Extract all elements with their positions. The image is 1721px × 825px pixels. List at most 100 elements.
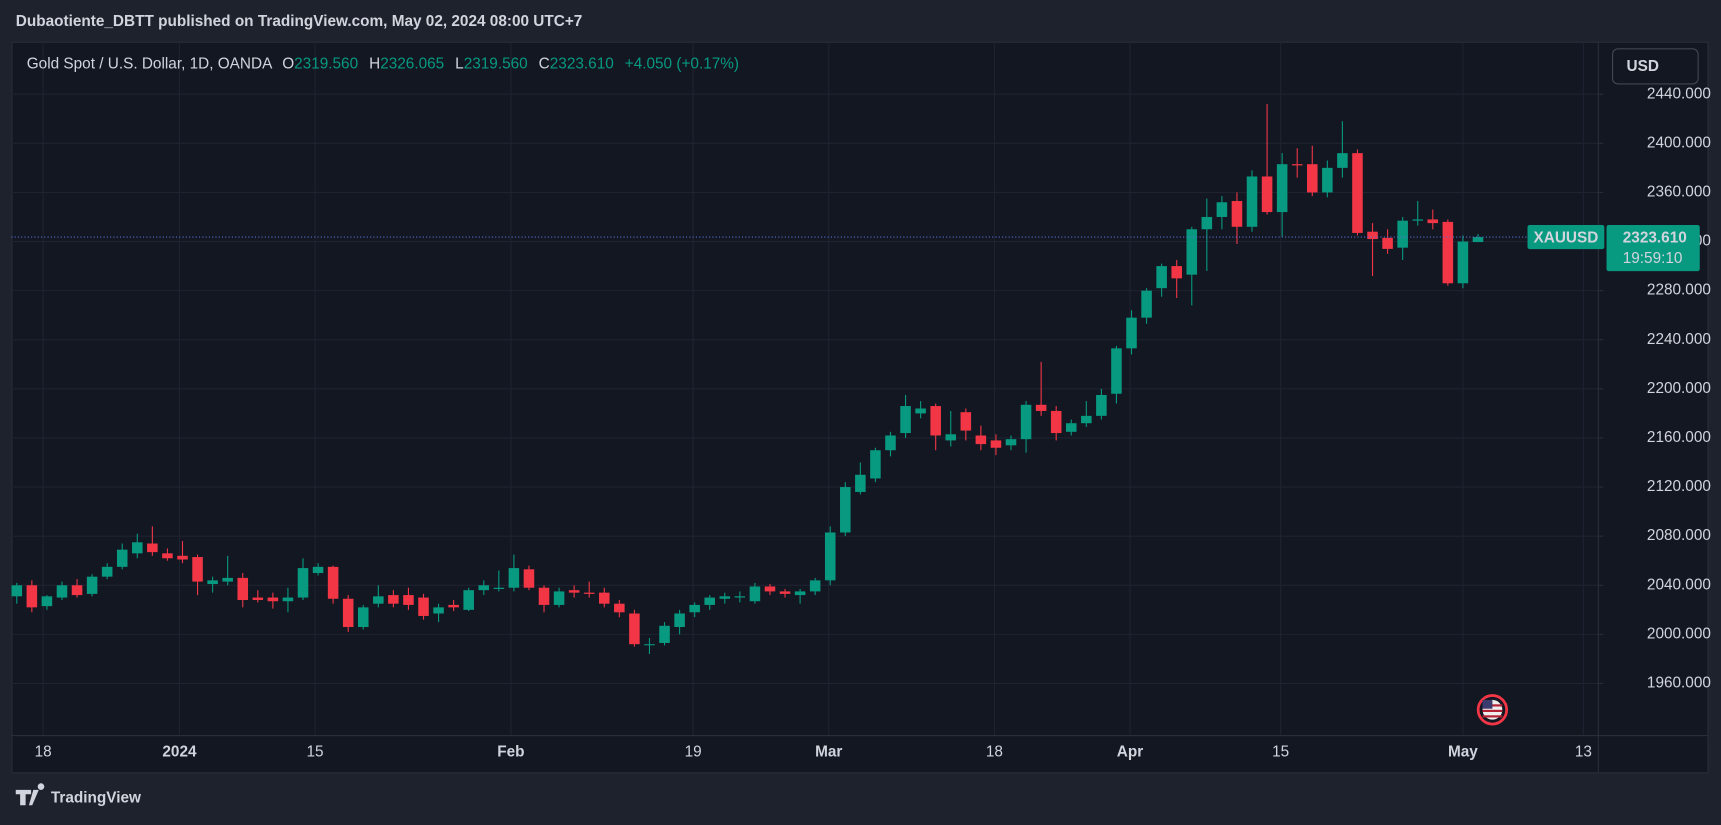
price-badge xyxy=(1606,225,1700,272)
candle-body xyxy=(252,597,264,601)
y-tick-label: 1960.000 xyxy=(1647,675,1711,692)
x-tick-label: Apr xyxy=(1117,744,1143,761)
brand[interactable]: TradingView xyxy=(51,790,141,807)
legend-item: Gold Spot / U.S. Dollar, 1D, OANDA xyxy=(27,56,273,73)
symbol-label: XAUUSD xyxy=(1534,229,1599,246)
candle-body xyxy=(614,603,625,613)
candle-body xyxy=(960,412,972,431)
y-tick-label: 2280.000 xyxy=(1647,282,1711,299)
candle-body xyxy=(885,435,896,451)
candle-body xyxy=(1412,219,1423,221)
legend-item: H xyxy=(369,56,380,73)
candle-body xyxy=(388,595,399,604)
candle-body xyxy=(990,440,1002,448)
candle-body xyxy=(870,450,881,479)
candle-body xyxy=(1035,404,1047,411)
candle-body xyxy=(71,585,83,596)
candles xyxy=(11,104,1484,655)
candle-body xyxy=(1050,410,1062,434)
x-tick-label: 18 xyxy=(986,744,1003,761)
candle-body xyxy=(101,566,113,577)
candle-body xyxy=(659,625,670,643)
candle-body xyxy=(177,555,188,560)
x-tick-label: 2024 xyxy=(162,744,197,761)
legend-item: 2326.065 xyxy=(380,56,444,73)
x-tick-label: 15 xyxy=(307,744,324,761)
legend-item: C xyxy=(539,56,550,73)
y-tick-label: 2440.000 xyxy=(1647,85,1711,102)
y-tick-label: 2360.000 xyxy=(1647,183,1711,200)
legend-item: +4.050 (+0.17%) xyxy=(625,56,739,73)
candle-body xyxy=(342,598,354,628)
candle-body xyxy=(1171,266,1182,279)
candle-body xyxy=(327,566,339,599)
candle-body xyxy=(538,587,550,605)
candle-body xyxy=(1216,202,1228,217)
legend-item: 2319.560 xyxy=(294,56,358,73)
candle-body xyxy=(1337,153,1348,168)
candle-body xyxy=(1352,153,1363,233)
symbol-badge xyxy=(1527,225,1605,250)
candle-body xyxy=(478,585,490,591)
price-label: 2323.610 xyxy=(1623,229,1687,246)
candle-body xyxy=(1231,201,1243,227)
candle-body xyxy=(1065,423,1077,432)
candle-body xyxy=(282,597,294,602)
candle-body xyxy=(312,566,324,573)
y-tick-label: 2200.000 xyxy=(1647,380,1711,397)
candle-body xyxy=(1201,216,1213,230)
candle-body xyxy=(553,591,565,605)
candle-body xyxy=(1156,266,1167,289)
candle-body xyxy=(629,613,640,645)
candle-body xyxy=(704,597,715,605)
candle-body xyxy=(132,542,143,554)
candle-body xyxy=(433,607,444,614)
chart-panel xyxy=(11,41,1709,774)
currency-label[interactable]: USD xyxy=(1627,58,1659,75)
candle-body xyxy=(1291,164,1303,166)
candle-body xyxy=(1186,229,1198,275)
y-tick-label: 2080.000 xyxy=(1647,527,1711,544)
candle-body xyxy=(1111,348,1122,394)
candle-body xyxy=(418,597,429,616)
candle-body xyxy=(523,569,535,588)
candle-body xyxy=(1081,415,1092,424)
y-tick-label: 2040.000 xyxy=(1647,576,1711,593)
candle-body xyxy=(764,586,776,592)
candle-body xyxy=(749,586,761,602)
candle-body xyxy=(840,487,851,533)
candle-body xyxy=(222,577,233,582)
x-tick-label: Mar xyxy=(815,744,842,761)
candle-body xyxy=(41,596,53,607)
candle-body xyxy=(1307,164,1318,193)
x-tick-label: 19 xyxy=(685,744,702,761)
y-tick-label: 2160.000 xyxy=(1647,429,1711,446)
candle-body xyxy=(855,474,866,492)
y-tick-label: 2400.000 xyxy=(1647,134,1711,151)
candle-body xyxy=(1382,237,1393,249)
candle-body xyxy=(1457,241,1469,284)
event-flag[interactable] xyxy=(1476,694,1509,726)
candle-body xyxy=(1261,176,1273,213)
candle-body xyxy=(116,549,128,567)
candle-body xyxy=(237,577,249,601)
y-tick-label: 2240.000 xyxy=(1647,331,1711,348)
candle-body xyxy=(1005,439,1017,446)
flag-canton xyxy=(1482,699,1493,709)
candle-body xyxy=(794,591,806,596)
candle-body xyxy=(1427,219,1439,224)
candle-body xyxy=(824,532,836,581)
candle-body xyxy=(1397,220,1408,248)
candle-body xyxy=(267,597,279,602)
candle-body xyxy=(583,592,595,594)
legend: Gold Spot / U.S. Dollar, 1D, OANDA O2319.… xyxy=(27,56,739,73)
candle-body xyxy=(734,596,746,598)
flag-stripe xyxy=(1482,715,1503,718)
candle-body xyxy=(1096,394,1107,416)
candle-body xyxy=(945,434,957,441)
currency-button[interactable] xyxy=(1611,48,1699,85)
x-tick-label: 13 xyxy=(1575,744,1592,761)
candle-body xyxy=(568,590,580,593)
footer-logo[interactable]: TradingView xyxy=(15,783,141,807)
